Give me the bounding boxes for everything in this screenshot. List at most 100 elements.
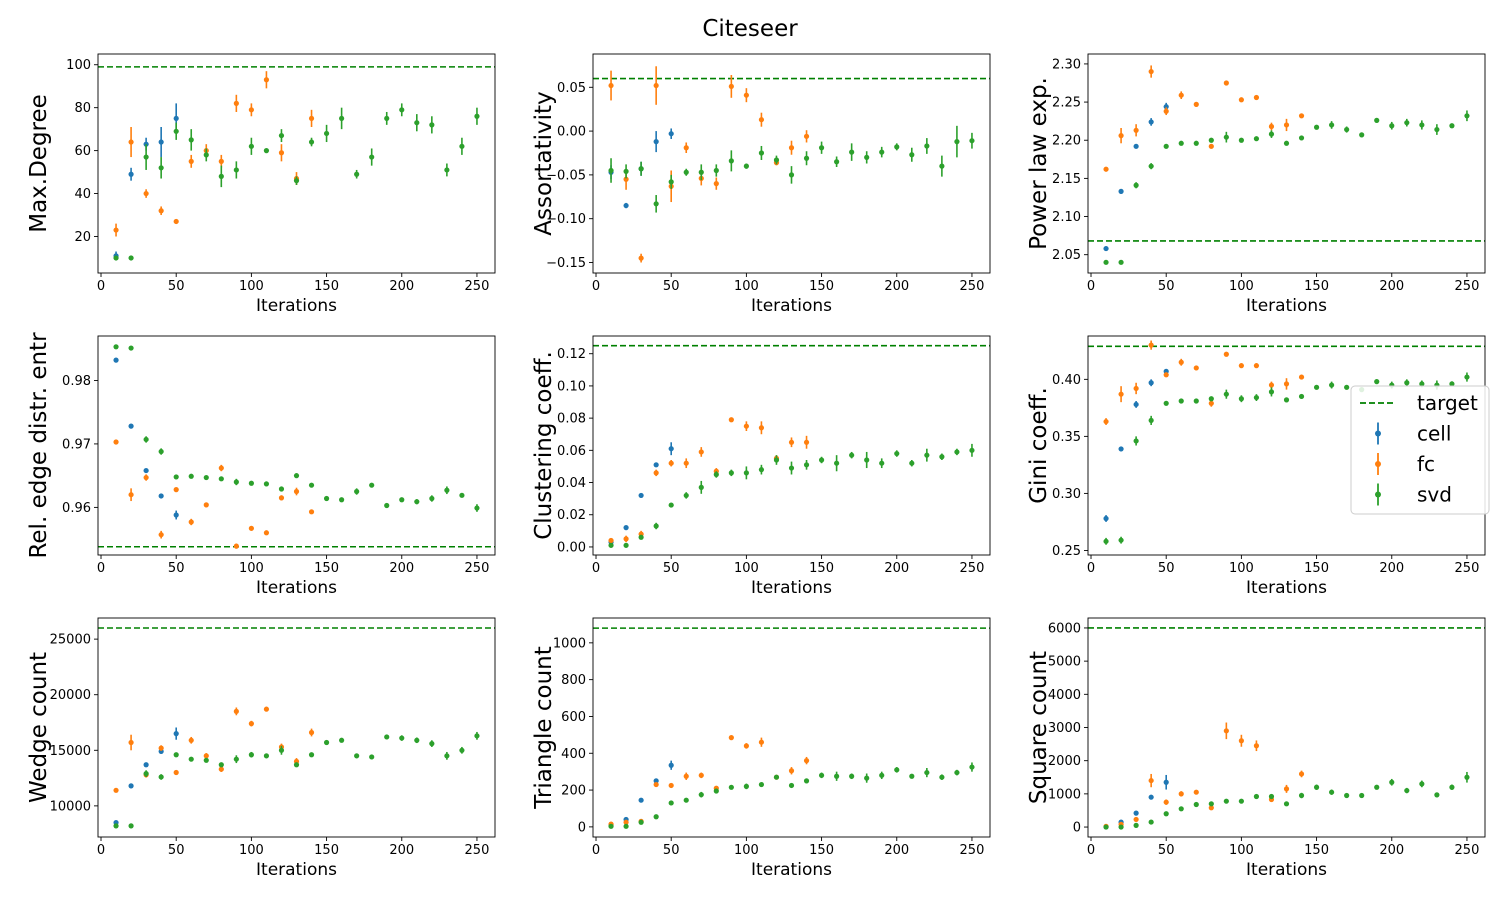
panel-4: 0 50 100 150 200 250 0.00 0.02 0.04 0.06 0.08 0.10 0… (531, 335, 991, 598)
data-point (773, 457, 780, 463)
x-tick-label: 0 (592, 279, 600, 294)
data-point (1133, 822, 1139, 828)
data-point (834, 159, 840, 165)
data-point (653, 778, 659, 784)
data-point (173, 128, 179, 134)
x-tick-label: 0 (1087, 279, 1095, 294)
y-tick-label: 100 (66, 58, 91, 73)
data-point (384, 734, 390, 740)
panel-7: 0 50 100 150 200 250 0 200 400 600 800 1000 Iteratio… (531, 617, 991, 880)
panel-8: 0 50 100 150 200 250 0 1000 2000 3000 4000 5000 6000… (1026, 617, 1486, 880)
y-axis-label: Gini coeff. (1026, 387, 1052, 504)
data-point (308, 482, 315, 488)
data-point (623, 202, 629, 209)
data-point (1329, 382, 1335, 388)
x-tick-label: 200 (389, 561, 414, 576)
data-point (939, 454, 945, 460)
y-tick-label: 200 (561, 784, 586, 799)
data-point (909, 773, 915, 779)
data-point (158, 139, 164, 145)
data-point (459, 747, 465, 753)
data-point (308, 729, 315, 736)
data-point (864, 154, 870, 160)
data-point (713, 788, 719, 794)
data-point (1178, 791, 1184, 797)
data-point (444, 167, 450, 173)
data-point (653, 139, 659, 145)
data-point (743, 423, 749, 429)
data-point (1133, 810, 1139, 816)
data-point (1419, 122, 1425, 128)
data-point (1223, 728, 1229, 734)
x-tick-label: 150 (314, 279, 339, 294)
data-point (1223, 391, 1229, 397)
data-point (128, 171, 134, 177)
data-point (803, 439, 810, 445)
series-fc (1103, 340, 1305, 425)
data-point (623, 536, 629, 542)
data-point (354, 753, 360, 759)
data-point (653, 470, 659, 476)
data-point (924, 143, 930, 149)
legend-marker-swatch (1375, 430, 1381, 437)
data-point (1178, 398, 1184, 404)
y-tick-label: 0 (578, 820, 586, 835)
x-tick-label: 50 (663, 279, 680, 294)
data-point (128, 255, 134, 261)
x-tick-label: 100 (1229, 279, 1254, 294)
data-point (158, 532, 164, 538)
data-point (1208, 143, 1214, 149)
y-tick-label: 2000 (1048, 754, 1081, 769)
y-tick-label: −0.10 (546, 212, 586, 227)
data-point (1148, 380, 1154, 386)
data-point (1193, 801, 1199, 808)
data-point (1298, 135, 1305, 141)
data-point (1208, 801, 1214, 807)
data-point (158, 745, 164, 751)
data-point (683, 169, 689, 175)
data-point (788, 145, 795, 151)
data-point (248, 107, 254, 113)
data-point (218, 766, 224, 772)
axes-frame (97, 617, 496, 838)
x-axis-label: Iterations (256, 860, 337, 880)
data-point (278, 132, 285, 139)
data-point (1193, 140, 1199, 146)
y-tick-label: 2.20 (1052, 134, 1081, 149)
series-svd (1103, 771, 1470, 830)
x-tick-label: 50 (1158, 561, 1175, 576)
data-point (879, 460, 885, 466)
data-point (638, 166, 644, 172)
x-tick-label: 150 (1304, 279, 1329, 294)
data-point (683, 492, 689, 499)
data-point (1103, 418, 1109, 425)
data-point (1238, 798, 1244, 804)
panel-3: 0 50 100 150 200 250 0.96 0.97 0.98 Iterations Rel… (26, 332, 496, 598)
data-point (1449, 123, 1455, 129)
data-point (339, 115, 345, 122)
x-tick-label: 100 (734, 279, 759, 294)
y-tick-label: 0.08 (557, 412, 586, 427)
data-point (188, 473, 194, 479)
data-point (1118, 259, 1124, 265)
data-point (173, 752, 179, 758)
axes-frame (1087, 53, 1486, 274)
data-point (1419, 381, 1425, 387)
y-tick-label: 2.30 (1052, 57, 1081, 72)
data-point (1404, 787, 1410, 794)
x-tick-label: 100 (239, 279, 264, 294)
y-tick-label: 20000 (50, 688, 91, 703)
data-point (1283, 381, 1290, 387)
x-tick-label: 200 (1379, 843, 1404, 858)
data-point (1163, 108, 1169, 114)
data-point (128, 345, 134, 351)
data-point (638, 819, 644, 825)
data-point (354, 488, 360, 495)
y-tick-label: 5000 (1048, 655, 1081, 670)
x-tick-label: 150 (314, 561, 339, 576)
y-tick-label: 0.02 (557, 508, 586, 523)
data-point (444, 487, 450, 493)
data-point (969, 138, 975, 144)
y-tick-label: 80 (74, 101, 91, 116)
